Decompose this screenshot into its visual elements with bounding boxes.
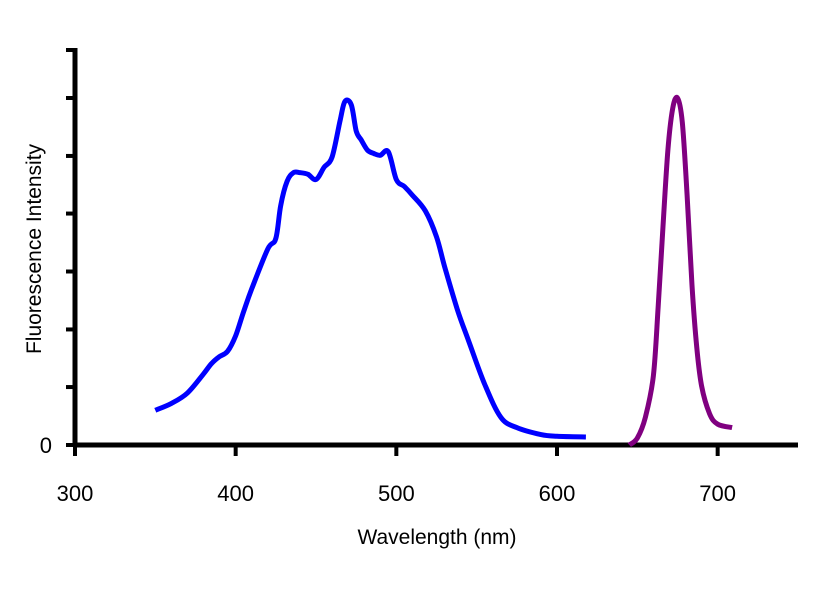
y-axis-ticks: 0	[40, 48, 73, 458]
x-axis-ticks: 300 400 500 600 700	[57, 445, 736, 506]
y-tick-label: 0	[40, 433, 52, 458]
series-layer	[154, 94, 733, 448]
x-tick-label: 400	[217, 481, 254, 506]
x-tick-label: 600	[539, 481, 576, 506]
x-tick-label: 700	[699, 481, 736, 506]
x-tick-label: 500	[378, 481, 415, 506]
series-line-blue	[154, 97, 586, 440]
series-line-purple	[627, 94, 733, 448]
x-tick-label: 300	[57, 481, 94, 506]
x-axis-title: Wavelength (nm)	[357, 526, 516, 549]
y-axis-title: Fluorescence Intensity	[23, 143, 46, 354]
